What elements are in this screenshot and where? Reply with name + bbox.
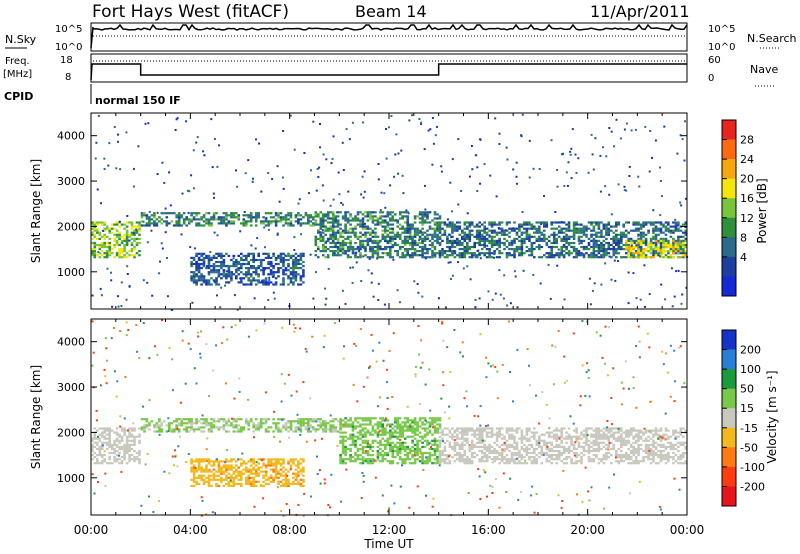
nsearch-label: N.Search	[747, 32, 797, 45]
power-colorbar: 28 24 20 16 12 8 4	[722, 120, 754, 297]
velocity-colorbar-swatch	[722, 486, 736, 507]
power-colorbar-swatch	[722, 256, 736, 277]
power-colorbar-tick-label: 12	[740, 212, 754, 225]
beam-label: Beam 14	[355, 2, 427, 21]
nsky-panel	[90, 22, 688, 52]
power-colorbar-tick-label: 20	[740, 173, 754, 186]
velocity-colorbar-tick-label: -15	[740, 422, 758, 435]
nsky-tick-bottom: 10^0	[55, 42, 82, 53]
freq-unit: [MHz]	[3, 69, 32, 80]
velocity-colorbar-swatch	[722, 349, 736, 370]
velocity-region-0	[91, 427, 141, 465]
velocity-region-3	[190, 458, 305, 487]
nsky-trace	[90, 23, 688, 49]
velocity-panel-frame	[90, 318, 688, 516]
power-region-5	[624, 239, 688, 259]
power-colorbar-tick-label: 24	[740, 153, 754, 166]
velocity-colorbar-tick-label: 100	[740, 363, 761, 376]
power-region-4	[438, 221, 688, 259]
velocity-ylabel: Slant Range [km]	[29, 365, 43, 469]
velocity-colorbar-tick-label: 50	[740, 383, 754, 396]
velocity-colorbar-tick-label: 200	[740, 344, 761, 357]
velocity-colorbar: 200 100 50 15 -15 -50 -100 -200	[722, 330, 765, 507]
date-label: 11/Apr/2011	[590, 2, 690, 21]
nave-tick-top: 60	[708, 55, 721, 66]
freq-label: Freq.	[5, 56, 30, 67]
nsky-tick-top: 10^5	[55, 24, 82, 35]
velocity-colorbar-swatch	[722, 388, 736, 409]
velocity-colorbar-tick-label: -100	[740, 461, 765, 474]
ytick-label: 3000	[57, 381, 85, 394]
velocity-colorbar-tick-label: 15	[740, 402, 754, 415]
xtick-label: 00:00	[74, 523, 109, 537]
velocity-colorbar-swatch	[722, 408, 736, 429]
xtick-label: 08:00	[272, 523, 307, 537]
power-region-1	[140, 212, 318, 227]
power-colorbar-tick-label: 8	[740, 231, 747, 244]
velocity-scatter	[91, 319, 686, 517]
nsearch-tick-bottom: 10^0	[708, 42, 735, 53]
xtick-label: 20:00	[570, 523, 605, 537]
cpid-value: normal 150 IF	[95, 94, 181, 107]
power-colorbar-frame	[721, 119, 737, 297]
velocity-colorbar-swatch	[722, 466, 736, 487]
nsky-label: N.Sky	[5, 33, 37, 46]
power-heatmap-data	[91, 113, 689, 311]
velocity-colorbar-tick-label: -200	[740, 480, 765, 493]
velocity-colorbar-frame	[721, 329, 737, 507]
status-traces	[90, 23, 688, 81]
power-region-3	[190, 252, 305, 286]
power-colorbar-swatch	[722, 178, 736, 199]
velocity-colorbar-swatch	[722, 369, 736, 389]
nave-label: Nave	[750, 63, 778, 76]
power-colorbar-swatch	[722, 159, 736, 179]
velocity-colorbar-swatch	[722, 427, 736, 448]
velocity-colorbar-swatch	[722, 447, 736, 468]
xtick-label: 12:00	[372, 523, 407, 537]
axes: 1000 2000 3000 4000 1000 2000 3000 4000 00:00 04:…	[57, 113, 704, 537]
cpid-label: CPID	[4, 90, 33, 103]
velocity-colorbar-tick-label: -50	[740, 441, 758, 454]
velocity-region-1	[140, 418, 342, 433]
ytick-label: 1000	[57, 266, 85, 279]
power-colorbar-swatch	[722, 276, 736, 297]
velocity-colorbar-label: Velocity [m s⁻¹]	[765, 370, 779, 463]
power-colorbar-label: Power [dB]	[755, 178, 769, 243]
velocity-region-4	[438, 427, 688, 465]
xtick-label: 16:00	[471, 523, 506, 537]
power-colorbar-tick-label: 4	[740, 251, 747, 264]
power-colorbar-swatch	[722, 198, 736, 219]
velocity-region-2	[339, 417, 442, 465]
power-colorbar-tick-label: 16	[740, 192, 754, 205]
freq-tick-top: 18	[60, 55, 73, 66]
power-colorbar-swatch	[722, 139, 736, 160]
ytick-label: 3000	[57, 175, 85, 188]
ytick-label: 2000	[57, 426, 85, 439]
power-scatter	[91, 113, 689, 311]
xtick-label: 04:00	[173, 523, 208, 537]
freq-trace	[90, 63, 687, 81]
power-panel-frame	[90, 112, 688, 310]
station-title: Fort Hays West (fitACF)	[92, 2, 289, 22]
ytick-label: 4000	[57, 130, 85, 143]
power-region-0	[91, 221, 141, 259]
velocity-colorbar-swatch	[722, 330, 736, 350]
nave-tick-bottom: 0	[708, 73, 714, 84]
power-colorbar-swatch	[722, 120, 736, 140]
ytick-label: 4000	[57, 336, 85, 349]
freq-panel	[90, 53, 688, 83]
velocity-heatmap-data	[91, 319, 688, 517]
power-ylabel: Slant Range [km]	[29, 159, 43, 263]
xtick-label: 00:00	[670, 523, 705, 537]
freq-tick-bottom: 8	[65, 72, 71, 83]
x-axis-label: Time UT	[363, 537, 414, 551]
ytick-label: 1000	[57, 472, 85, 485]
power-colorbar-swatch	[722, 237, 736, 258]
nsearch-tick-top: 10^5	[708, 24, 735, 35]
ytick-label: 2000	[57, 220, 85, 233]
power-colorbar-tick-label: 28	[740, 134, 754, 147]
power-region-2	[314, 211, 442, 259]
power-colorbar-swatch	[722, 217, 736, 238]
